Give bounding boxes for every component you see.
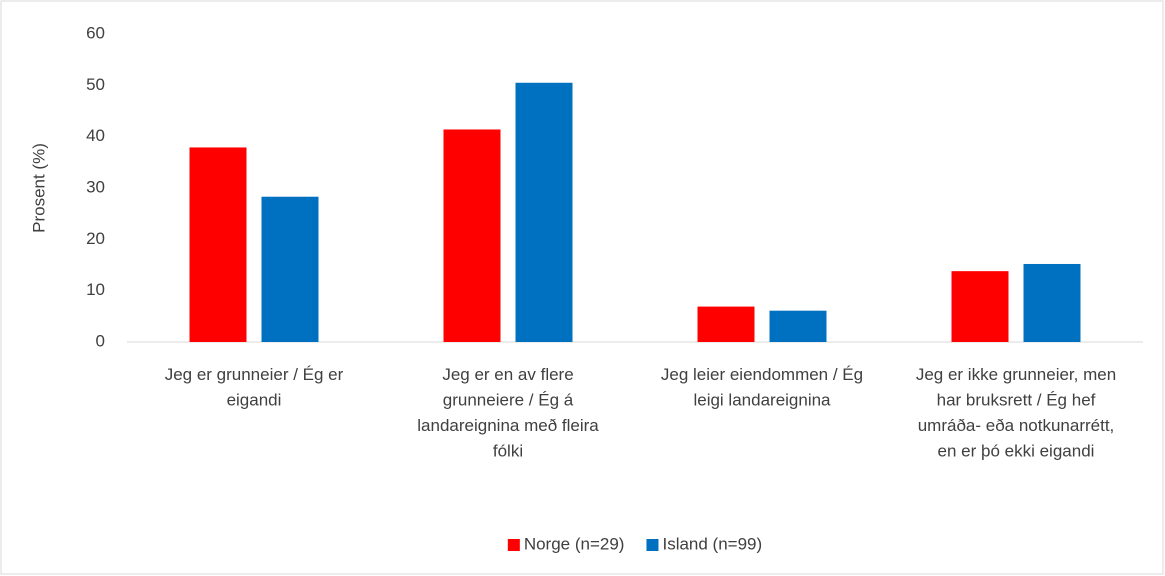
y-tick-label: 30: [86, 177, 105, 196]
y-tick-label: 20: [86, 229, 105, 248]
legend-swatch: [646, 539, 659, 551]
x-tick-label: Jeg leier eiendommen / Ég leigi landareig…: [661, 365, 863, 410]
bar: [769, 310, 827, 342]
x-tick-label: Jeg er en av flere grunneiere / Ég á landa…: [417, 365, 599, 461]
legend-label: Norge (n=29): [524, 534, 625, 553]
y-tick-label: 10: [86, 280, 105, 299]
bar: [1023, 263, 1081, 342]
x-tick-label: Jeg er grunneier / Ég er eigandi: [165, 365, 344, 410]
y-tick-label: 40: [86, 126, 105, 145]
y-axis-label: Prosent (%): [29, 143, 48, 233]
bar: [261, 196, 319, 342]
bar: [951, 271, 1009, 342]
legend-swatch: [507, 539, 520, 551]
y-tick-label: 50: [86, 75, 105, 94]
bar: [697, 306, 755, 342]
x-tick-label: Jeg er ikke grunneier, men har bruksrett …: [916, 365, 1116, 461]
bar: [443, 129, 501, 342]
bar: [515, 82, 573, 343]
bar: [189, 147, 247, 342]
y-tick-label: 60: [86, 23, 105, 42]
y-tick-label: 0: [96, 331, 105, 350]
legend-label: Island (n=99): [662, 534, 762, 553]
